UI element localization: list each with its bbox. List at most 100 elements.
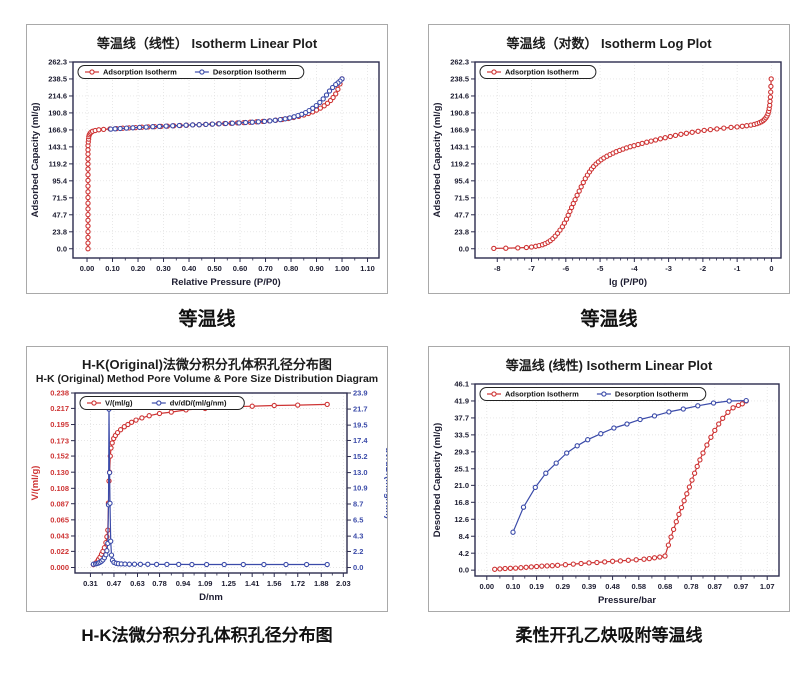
- svg-text:33.5: 33.5: [454, 430, 469, 439]
- svg-text:-3: -3: [665, 264, 672, 273]
- gridlines: [475, 383, 779, 576]
- svg-text:1.00: 1.00: [335, 264, 350, 273]
- x-axis-label: Relative Pressure (P/P0): [171, 277, 280, 288]
- axes: 0.00 0.10 0.19 0.29 0.39 0.48 0.58 0.68 0.78 0.87…: [454, 380, 780, 591]
- svg-text:1.72: 1.72: [290, 579, 305, 588]
- chart-title-pore-distribution: H-K(Original)法微分积分孔体积孔径分布图: [82, 357, 332, 372]
- svg-text:190.8: 190.8: [450, 109, 469, 118]
- x-axis-label: lg (P/P0): [609, 277, 647, 288]
- svg-text:12.6: 12.6: [454, 515, 469, 524]
- panel-cell-isotherm-linear: 等温线（线性） Isotherm Linear Plot 0.00 0.10 0.2…: [26, 24, 388, 346]
- svg-text:1.56: 1.56: [267, 579, 282, 588]
- svg-text:214.6: 214.6: [48, 92, 67, 101]
- svg-text:238.5: 238.5: [48, 75, 67, 84]
- svg-text:143.1: 143.1: [450, 142, 469, 151]
- series-1: [108, 76, 345, 132]
- pore-distribution-chart: 0.31 0.47 0.63 0.78 0.94 1.09 1.25 1.41 1.56 1.72…: [30, 389, 387, 603]
- svg-text:10.9: 10.9: [353, 484, 368, 493]
- svg-text:-8: -8: [494, 264, 501, 273]
- legend: V/(ml/g) dv/dD/(ml/g/nm): [79, 396, 245, 410]
- svg-text:0.31: 0.31: [83, 579, 98, 588]
- y-axis-label: Adsorbed Capacity (ml/g): [30, 102, 41, 217]
- gridlines: [73, 61, 379, 258]
- svg-text:1.07: 1.07: [760, 582, 775, 591]
- acetylene-isotherm-chart: 0.00 0.10 0.19 0.29 0.39 0.48 0.58 0.68 0.78 0.87…: [432, 380, 780, 606]
- svg-text:Adsorption Isotherm: Adsorption Isotherm: [505, 68, 579, 77]
- svg-text:47.7: 47.7: [454, 210, 469, 219]
- svg-text:-5: -5: [597, 264, 604, 273]
- svg-text:166.9: 166.9: [48, 126, 67, 135]
- svg-text:262.3: 262.3: [450, 58, 469, 67]
- svg-text:0.0: 0.0: [459, 244, 469, 253]
- svg-text:0: 0: [769, 264, 773, 273]
- svg-text:0.238: 0.238: [50, 389, 69, 398]
- svg-text:0.58: 0.58: [631, 582, 646, 591]
- svg-text:1.09: 1.09: [198, 579, 213, 588]
- svg-text:4.3: 4.3: [353, 532, 363, 541]
- svg-text:0.50: 0.50: [207, 264, 222, 273]
- svg-text:0.00: 0.00: [479, 582, 494, 591]
- svg-text:95.4: 95.4: [52, 176, 67, 185]
- svg-text:1.88: 1.88: [314, 579, 329, 588]
- svg-text:0.39: 0.39: [582, 582, 597, 591]
- svg-text:23.9: 23.9: [353, 389, 368, 398]
- svg-text:0.10: 0.10: [506, 582, 521, 591]
- svg-text:dv/dD/(ml/g/nm): dv/dD/(ml/g/nm): [170, 399, 227, 408]
- svg-text:0.195: 0.195: [50, 420, 69, 429]
- svg-text:214.6: 214.6: [450, 92, 469, 101]
- svg-text:166.9: 166.9: [450, 126, 469, 135]
- x-axis-label: Pressure/bar: [598, 595, 656, 606]
- series-0: [90, 401, 330, 568]
- axes: 0.31 0.47 0.63 0.78 0.94 1.09 1.25 1.41 1.56 1.72…: [50, 389, 368, 588]
- svg-text:0.043: 0.043: [50, 532, 69, 541]
- chart-title-acetylene-isotherm: 等温线 (线性) Isotherm Linear Plot: [505, 358, 713, 373]
- gridlines: [75, 392, 347, 573]
- caption-pore-distribution: H-K法微分积分孔体积孔径分布图: [81, 626, 333, 645]
- svg-text:0.29: 0.29: [555, 582, 570, 591]
- svg-text:71.5: 71.5: [454, 193, 469, 202]
- svg-text:0.19: 0.19: [529, 582, 544, 591]
- svg-text:0.90: 0.90: [309, 264, 324, 273]
- series-1: [510, 397, 749, 535]
- chart-grid: 等温线（线性） Isotherm Linear Plot 0.00 0.10 0.2…: [26, 24, 790, 645]
- svg-text:0.000: 0.000: [50, 563, 69, 572]
- svg-text:0.87: 0.87: [707, 582, 722, 591]
- svg-text:0.0: 0.0: [353, 563, 363, 572]
- svg-text:0.173: 0.173: [50, 436, 69, 445]
- legend: Adsorption Isotherm Desorption Isotherm: [77, 65, 305, 79]
- svg-text:Adsorption Isotherm: Adsorption Isotherm: [103, 68, 177, 77]
- chart-panel-acetylene-isotherm: 等温线 (线性) Isotherm Linear Plot 0.00 0.10 0.…: [428, 346, 790, 612]
- series-0: [492, 398, 749, 572]
- axes: 0.00 0.10 0.20 0.30 0.40 0.50 0.60 0.70 0.80 0.90…: [48, 58, 380, 273]
- svg-text:-4: -4: [631, 264, 638, 273]
- svg-text:0.40: 0.40: [182, 264, 197, 273]
- svg-text:0.217: 0.217: [50, 404, 69, 413]
- svg-text:0.087: 0.087: [50, 499, 69, 508]
- svg-text:1.25: 1.25: [221, 579, 236, 588]
- svg-text:0.80: 0.80: [284, 264, 299, 273]
- svg-text:262.3: 262.3: [48, 58, 67, 67]
- svg-text:0.60: 0.60: [233, 264, 248, 273]
- svg-text:23.8: 23.8: [52, 227, 67, 236]
- svg-text:37.7: 37.7: [454, 414, 469, 423]
- svg-text:0.022: 0.022: [50, 547, 69, 556]
- svg-text:-7: -7: [528, 264, 535, 273]
- svg-text:0.130: 0.130: [50, 468, 69, 477]
- svg-text:8.7: 8.7: [353, 500, 363, 509]
- svg-text:0.20: 0.20: [131, 264, 146, 273]
- legend: Adsorption Isotherm: [479, 65, 597, 79]
- svg-text:2.03: 2.03: [336, 579, 351, 588]
- svg-text:0.30: 0.30: [156, 264, 171, 273]
- chart-title-isotherm-log: 等温线（对数） Isotherm Log Plot: [506, 36, 712, 51]
- svg-text:0.0: 0.0: [57, 244, 67, 253]
- y-axis-label: Desorbed Capacity (ml/g): [432, 423, 443, 538]
- caption-acetylene-isotherm: 柔性开孔乙炔吸附等温线: [515, 626, 703, 645]
- chart-panel-isotherm-log: 等温线（对数） Isotherm Log Plot -8 -7 -6 -5 -4 -3 -2…: [428, 24, 790, 294]
- isotherm-linear-chart: 0.00 0.10 0.20 0.30 0.40 0.50 0.60 0.70 0.80 0.90…: [30, 58, 380, 288]
- chart-panel-pore-distribution: H-K(Original)法微分积分孔体积孔径分布图 H-K (Original…: [26, 346, 388, 612]
- svg-text:17.4: 17.4: [353, 436, 368, 445]
- svg-text:21.7: 21.7: [353, 405, 368, 414]
- svg-text:21.0: 21.0: [454, 481, 469, 490]
- svg-text:Desorption Isotherm: Desorption Isotherm: [615, 390, 689, 399]
- caption-isotherm-log: 等温线: [580, 309, 638, 330]
